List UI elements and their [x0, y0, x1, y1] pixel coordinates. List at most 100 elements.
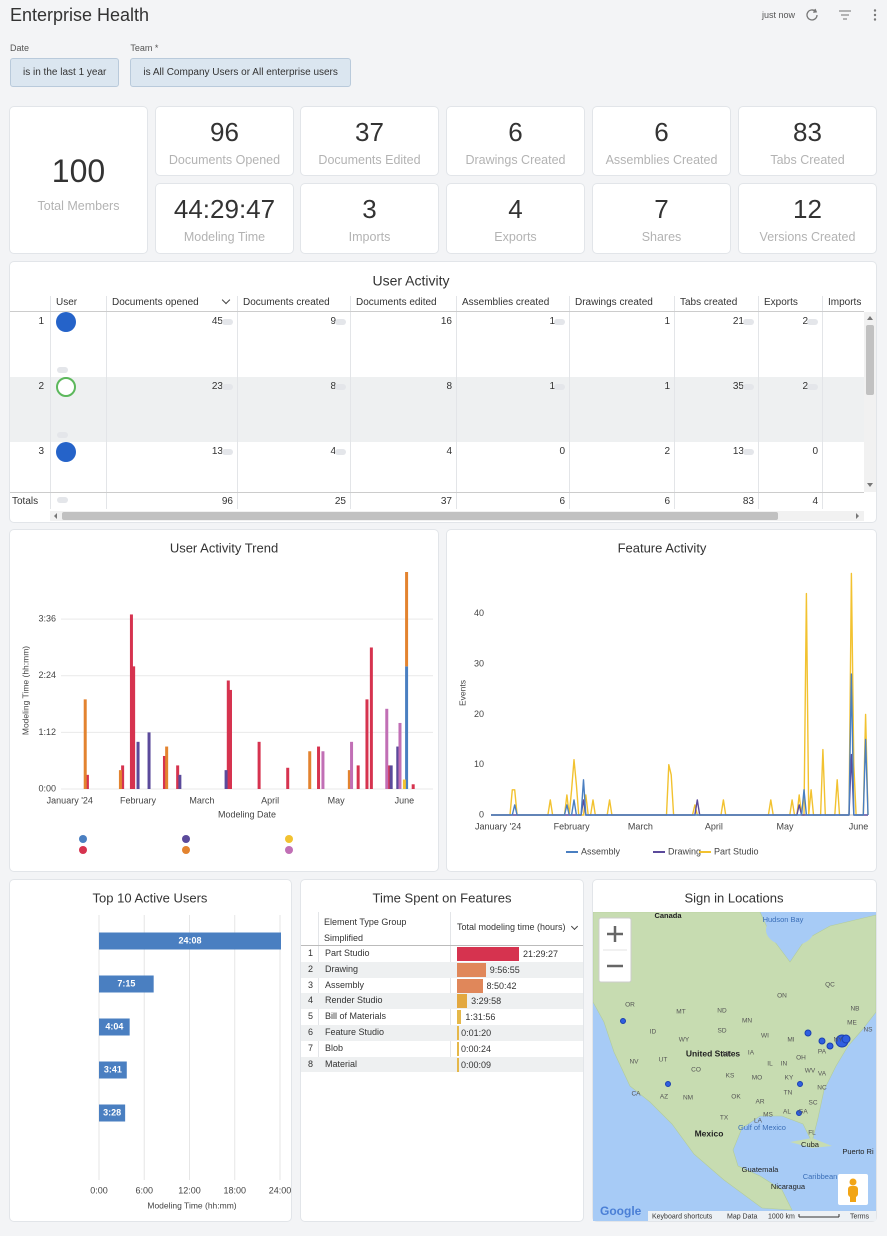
table-cell: 8: [330, 381, 336, 392]
kpi-card: 100 Total Members: [10, 107, 147, 253]
kpi-value: 6: [654, 117, 669, 147]
cell-more: [554, 384, 565, 390]
totals-divider: [10, 492, 864, 493]
avatar: [56, 377, 76, 397]
filter-chip[interactable]: is All Company Users or All enterprise u…: [130, 58, 351, 87]
row-bg: [301, 993, 583, 1010]
filter-label: Team *: [130, 43, 159, 53]
avatar: [56, 442, 76, 462]
column-header: User: [56, 297, 78, 308]
kpi-card: 4 Exports: [447, 184, 584, 253]
cell-more: [335, 449, 346, 455]
column-header: Imports: [828, 297, 862, 308]
row-bg: [301, 1025, 583, 1041]
avatar: [56, 312, 76, 332]
kpi-value: 6: [508, 117, 523, 147]
cell-edge: [457, 1041, 459, 1056]
row-name: Bill of Materials: [325, 1011, 387, 1022]
bar-label: 9:56:55: [489, 964, 520, 975]
bar-label: 0:00:09: [461, 1059, 492, 1070]
cell-more: [743, 384, 754, 390]
totals-cell: 6: [559, 496, 565, 507]
table-cell: 8: [446, 381, 452, 392]
cell-more: [807, 384, 818, 390]
column-divider: [450, 912, 451, 1070]
totals-cell: 25: [334, 496, 346, 507]
bar-label: 8:50:42: [486, 980, 517, 991]
row-index: 3: [307, 979, 313, 990]
kpi-card: 37 Documents Edited: [301, 107, 438, 175]
trend-card: [10, 530, 438, 871]
kpi-value: 100: [51, 153, 106, 189]
kpi-card: 12 Versions Created: [739, 184, 876, 253]
bar: [457, 947, 519, 961]
row-bg: [301, 1056, 583, 1073]
column-header: Documents created: [243, 297, 330, 308]
cell-more: [743, 319, 754, 325]
menu-button[interactable]: [873, 9, 877, 21]
row-index: 3: [38, 446, 44, 457]
kpi-value: 37: [355, 117, 384, 147]
map-card: [593, 880, 876, 1221]
row-index: 5: [307, 1011, 313, 1022]
filter-button[interactable]: [839, 10, 851, 20]
filter-chip[interactable]: is in the last 1 year: [10, 58, 120, 87]
kpi-value: 3: [362, 194, 377, 224]
bar-label: 0:00:24: [461, 1043, 492, 1054]
kpi-label: Total Members: [37, 199, 120, 213]
kpi-card: 7 Shares: [593, 184, 730, 253]
totals-cell: 83: [742, 496, 754, 507]
row-index: 8: [307, 1058, 313, 1069]
table-cell: 2: [802, 316, 808, 327]
column-header: Documents edited: [356, 297, 437, 308]
column-divider: [674, 296, 675, 509]
table-cell: 1: [664, 316, 670, 327]
feature-card: [447, 530, 876, 871]
cell-more: [222, 449, 233, 455]
kpi-card: 6 Drawings Created: [447, 107, 584, 175]
column-header: Tabs created: [680, 297, 738, 308]
avatar-more: [57, 432, 68, 438]
table-cell: 2: [664, 446, 670, 457]
avatar-more: [57, 497, 68, 503]
kpi-label: Documents Opened: [168, 153, 281, 167]
row-index: 6: [307, 1027, 313, 1037]
top-users-card: [10, 880, 291, 1221]
refresh-button[interactable]: [806, 8, 818, 21]
column-divider: [758, 296, 759, 509]
column-header: Exports: [764, 297, 798, 308]
column-divider: [50, 296, 51, 509]
totals-label: Totals: [12, 496, 39, 507]
row-index: 2: [38, 381, 44, 392]
time-features-card: [301, 880, 583, 1221]
table-cell: 1: [549, 381, 555, 392]
column-divider: [569, 296, 570, 509]
kpi-label: Documents Edited: [318, 153, 421, 167]
kpi-card: 6 Assemblies Created: [593, 107, 730, 175]
kpi-value: 12: [793, 194, 822, 224]
bar-label: 0:01:20: [461, 1028, 492, 1038]
header-cell: Element Type Group Simplified: [324, 917, 407, 943]
cell-more: [222, 319, 233, 325]
column-header: Assemblies created: [462, 297, 550, 308]
column-header: Drawings created: [575, 297, 653, 308]
kpi-label: Modeling Time: [183, 230, 266, 244]
refresh-status: just now: [762, 10, 796, 20]
cell-edge: [457, 1057, 459, 1072]
bar-label: 21:29:27: [523, 949, 559, 959]
kpi-value: 44:29:47: [173, 194, 276, 224]
cell-more: [335, 384, 346, 390]
cell-more: [807, 319, 818, 325]
row-name: Blob: [325, 1042, 344, 1053]
column-divider: [350, 296, 351, 509]
filter: Team * is All Company Users or All enterp…: [130, 43, 351, 87]
page-title: Enterprise Health: [10, 5, 150, 25]
cell-edge: [457, 1026, 459, 1040]
row-index: 2: [307, 963, 313, 974]
totals-cell: 96: [221, 496, 233, 507]
bar: [457, 962, 486, 977]
bar: [457, 978, 483, 993]
row-index: 1: [38, 316, 44, 327]
column-divider: [822, 296, 823, 509]
